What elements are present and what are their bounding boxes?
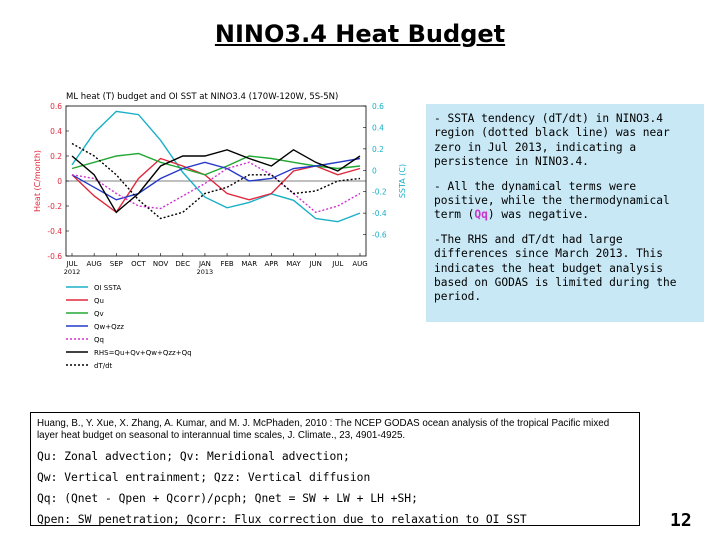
y-tick-left-label: 0	[57, 177, 62, 186]
page-number: 12	[670, 510, 692, 531]
reference-citation: Huang, B., Y. Xue, X. Zhang, A. Kumar, a…	[37, 418, 610, 441]
info-bullet-2-highlight: Qq	[474, 208, 488, 222]
y-ticks-right: 0.6 0.4 0.2 0 -0.2 -0.4 -0.6	[363, 102, 387, 240]
x-tick-label: MAR	[241, 260, 257, 268]
x-year-label: 2012	[64, 268, 81, 276]
x-tick-label: JUL	[65, 260, 77, 268]
slide-title: NINO3.4 Heat Budget	[214, 20, 506, 48]
legend-label: Qv	[94, 310, 104, 318]
x-tick-label: JUL	[331, 260, 343, 268]
series-line-qv	[71, 152, 361, 176]
y-axis-right-label: SSTA (C)	[398, 164, 407, 198]
x-tick-label: OCT	[131, 260, 146, 268]
series-lines	[71, 110, 361, 223]
x-tick-label: NOV	[153, 260, 169, 268]
x-year-label: 2013	[197, 268, 214, 276]
legend-label: dT/dt	[94, 362, 113, 370]
x-tick-label: AUG	[352, 260, 367, 268]
x-tick-label: MAY	[286, 260, 301, 268]
y-tick-left-label: 0.6	[50, 102, 62, 111]
legend-label: OI SSTA	[94, 284, 121, 292]
chart-title: ML heat (T) budget and OI SST at NINO3.4…	[66, 92, 338, 102]
x-tick-label: JUN	[308, 260, 321, 268]
definition-line-4: Qpen: SW penetration; Qcorr: Flux correc…	[37, 513, 527, 526]
definition-line-2: Qw: Vertical entrainment; Qzz: Vertical …	[37, 471, 371, 484]
legend-label: RHS=Qu+Qv+Qw+Qzz+Qq	[94, 349, 192, 357]
series-line-qq	[71, 161, 361, 214]
y-tick-right-label: 0.6	[372, 102, 384, 111]
y-axis-left-label: Heat (C/month)	[33, 150, 42, 212]
info-bullet-3: -The RHS and dT/dt had large differences…	[434, 232, 677, 304]
chart-legend: OI SSTA Qu Qv Qw+Qzz Qq RHS=Qu+Qv+Qw+Qzz+Qq dT…	[66, 284, 192, 370]
series-line-qw-qzz	[71, 157, 361, 201]
y-tick-right-label: 0.2	[372, 145, 384, 154]
y-tick-left-label: 0.2	[50, 152, 62, 161]
y-tick-right-label: -0.6	[372, 231, 387, 240]
definition-line-3: Qq: (Qnet - Qpen + Qcorr)/ρcph; Qnet = S…	[37, 492, 418, 505]
heat-budget-chart: ML heat (T) budget and OI SST at NINO3.4…	[30, 86, 414, 376]
series-line-rhs-qu-qv-qw-qzz-qq	[71, 148, 361, 214]
info-bullet-2: - All the dynamical terms were positive,…	[434, 180, 696, 223]
x-tick-label: AUG	[86, 260, 101, 268]
series-line-dt-dt	[71, 142, 361, 220]
info-box: - SSTA tendency (dT/dt) in NINO3.4 regio…	[426, 104, 704, 322]
chart-svg: ML heat (T) budget and OI SST at NINO3.4…	[33, 92, 407, 370]
series-line-oi-ssta	[71, 110, 361, 223]
legend-label: Qw+Qzz	[94, 323, 124, 331]
definition-line-1: Qu: Zonal advection; Qv: Meridional adve…	[37, 450, 350, 463]
y-tick-right-label: 0	[372, 166, 377, 175]
y-tick-left-label: -0.2	[47, 202, 62, 211]
legend-label: Qu	[94, 297, 104, 305]
legend-label: Qq	[94, 336, 104, 344]
info-bullet-2-a: - All the dynamical terms were positive,…	[434, 179, 670, 222]
reference-box: Huang, B., Y. Xue, X. Zhang, A. Kumar, a…	[30, 412, 640, 526]
y-tick-right-label: -0.2	[372, 188, 387, 197]
y-tick-left-label: 0.4	[50, 127, 62, 136]
x-tick-label: JAN	[198, 260, 211, 268]
info-bullet-2-b: ) was negative.	[487, 208, 589, 222]
y-tick-right-label: 0.4	[372, 123, 384, 132]
y-tick-left-label: -0.6	[47, 252, 62, 261]
y-ticks-left: 0.6 0.4 0.2 0 -0.2 -0.4 -0.6	[47, 102, 69, 261]
x-ticks: JUL AUG SEP OCT NOV DEC JAN FEB MAR APR MAY JUN JUL A…	[64, 253, 368, 276]
y-tick-left-label: -0.4	[47, 227, 62, 236]
x-tick-label: DEC	[175, 260, 190, 268]
x-tick-label: FEB	[220, 260, 233, 268]
y-tick-right-label: -0.4	[372, 209, 387, 218]
x-tick-label: APR	[264, 260, 278, 268]
x-tick-label: SEP	[110, 260, 123, 268]
info-bullet-1: - SSTA tendency (dT/dt) in NINO3.4 regio…	[434, 112, 670, 169]
